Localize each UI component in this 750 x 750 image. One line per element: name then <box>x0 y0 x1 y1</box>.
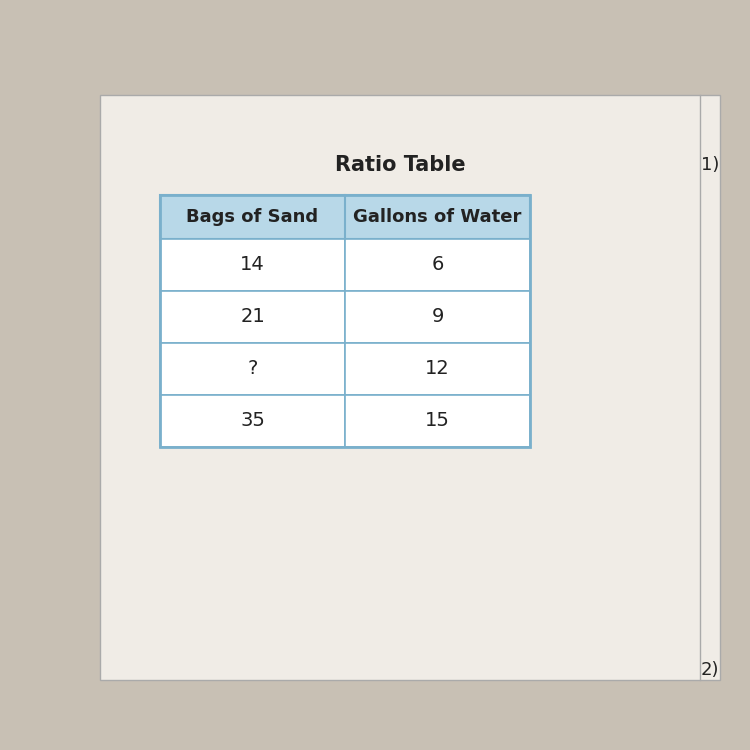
Text: 15: 15 <box>425 412 450 430</box>
Bar <box>345 395 530 447</box>
Text: 21: 21 <box>240 308 265 326</box>
Bar <box>160 239 345 291</box>
Text: Gallons of Water: Gallons of Water <box>353 208 522 226</box>
Bar <box>345 239 530 291</box>
Text: Bags of Sand: Bags of Sand <box>187 208 319 226</box>
Bar <box>160 291 345 343</box>
Text: 1): 1) <box>700 156 719 174</box>
Text: 12: 12 <box>425 359 450 379</box>
Bar <box>345 343 530 395</box>
Bar <box>160 195 530 239</box>
Text: 14: 14 <box>240 256 265 274</box>
Text: 6: 6 <box>431 256 444 274</box>
Bar <box>160 395 345 447</box>
Bar <box>160 343 345 395</box>
Text: 35: 35 <box>240 412 265 430</box>
Text: ?: ? <box>248 359 258 379</box>
Bar <box>160 195 530 447</box>
Text: 2): 2) <box>700 661 719 679</box>
Text: 9: 9 <box>431 308 444 326</box>
Bar <box>345 291 530 343</box>
Bar <box>100 95 720 680</box>
Text: Ratio Table: Ratio Table <box>334 155 465 175</box>
